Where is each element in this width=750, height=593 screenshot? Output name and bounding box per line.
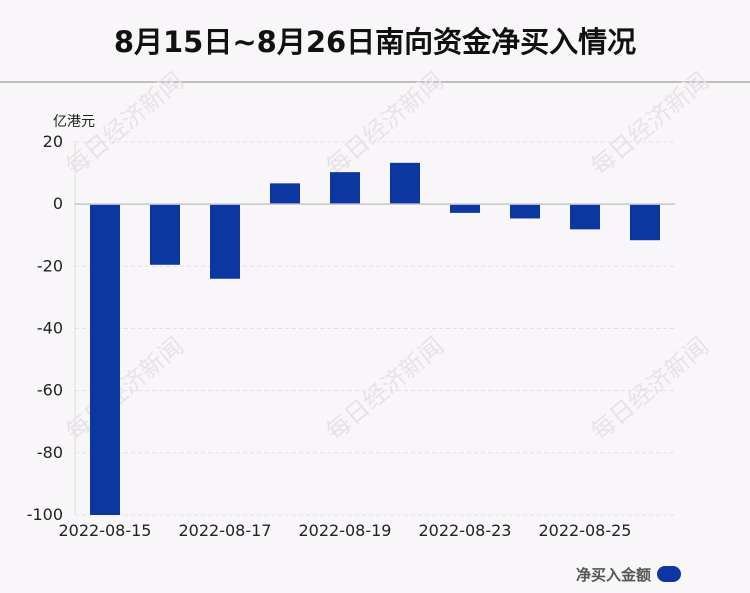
bar [270, 183, 300, 205]
bar [390, 162, 420, 205]
bar [90, 204, 120, 515]
bar [150, 204, 180, 265]
y-tick-label: 20 [43, 132, 63, 151]
y-tick-label: -20 [37, 256, 63, 275]
watermark-text: 每日经济新闻 [586, 67, 714, 181]
y-tick-labels: 20 0 -20 -40 -60 -80 -100 [27, 132, 63, 524]
x-tick-label: 2022-08-17 [179, 521, 272, 540]
y-axis-label: 亿港元 [53, 114, 95, 130]
watermark-text: 每日经济新闻 [61, 332, 189, 446]
bar [630, 204, 660, 241]
x-tick-label: 2022-08-15 [59, 521, 152, 540]
bar [330, 172, 360, 205]
x-tick-labels: 2022-08-15 2022-08-17 2022-08-19 2022-08-23… [59, 521, 632, 540]
watermark-text: 每日经济新闻 [321, 67, 449, 181]
y-tick-label: -100 [27, 505, 63, 524]
y-tick-label: -40 [37, 319, 63, 338]
title-divider [0, 81, 750, 83]
x-tick-label: 2022-08-19 [299, 521, 392, 540]
y-tick-label: 0 [53, 194, 63, 213]
x-tick-label: 2022-08-23 [419, 521, 512, 540]
legend-label: 净买入金额 [576, 565, 652, 584]
bar [510, 204, 540, 219]
watermark-text: 每日经济新闻 [586, 332, 714, 446]
bar [210, 204, 240, 279]
legend-swatch [657, 566, 682, 582]
y-tick-label: -80 [37, 443, 63, 462]
x-tick-label: 2022-08-25 [539, 521, 632, 540]
grid-lines [75, 141, 675, 516]
chart-title: 8月15日~8月26日南向资金净买入情况 [113, 25, 637, 59]
bars [90, 162, 660, 515]
watermark-text: 每日经济新闻 [321, 332, 449, 446]
legend: 净买入金额 [576, 563, 682, 585]
bar [570, 204, 600, 230]
bar [450, 204, 480, 213]
y-tick-label: -60 [37, 381, 63, 400]
